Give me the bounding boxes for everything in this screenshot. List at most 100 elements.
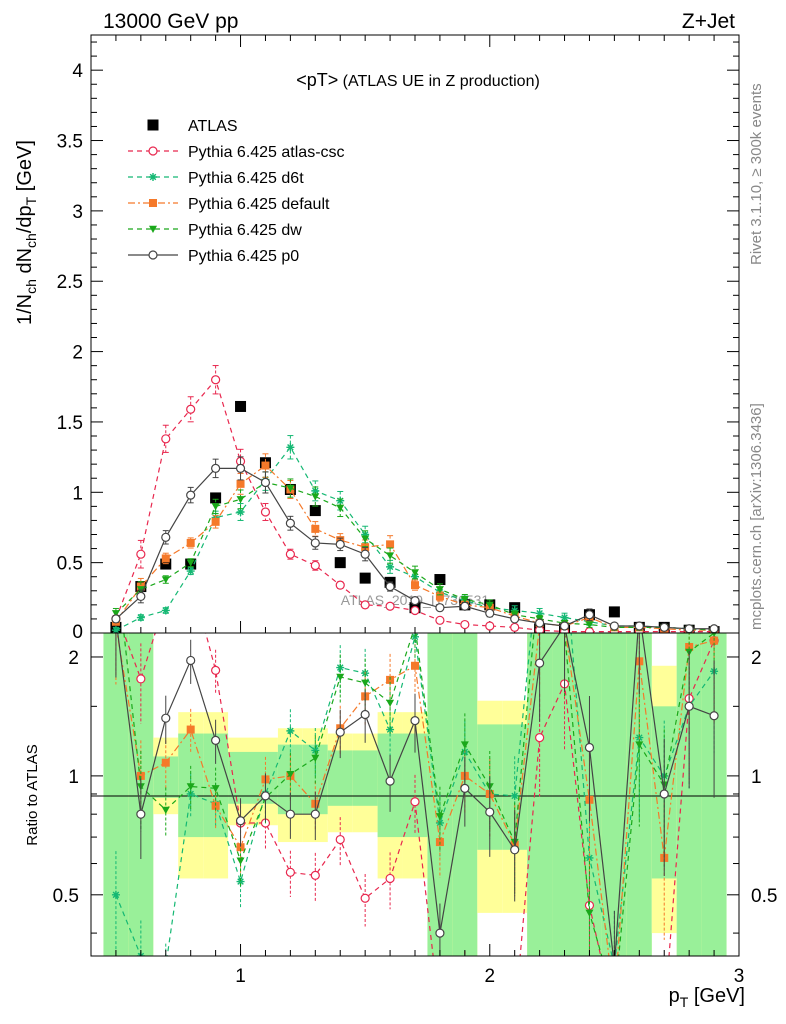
ratio-point [112,558,120,565]
data-point [385,581,395,592]
legend-label: Pythia 6.425 atlas-csc [188,144,345,161]
band-green [601,633,627,956]
main-y-tick-label: 4 [72,61,83,82]
data-point [360,600,370,610]
ratio-point [161,713,171,723]
ratio-point [335,727,345,737]
data-point [386,562,395,571]
data-point [186,538,195,547]
ratio-point [386,675,395,684]
ratio-point [610,962,618,970]
data-point [460,596,469,604]
ratio-point [610,997,618,1005]
ratio-point [136,809,146,819]
data-point [535,609,544,618]
x-tick-label: 3 [734,966,745,987]
data-point [285,518,295,528]
ratio-point [610,1013,618,1021]
data-point [411,569,419,577]
data-point [435,615,445,625]
main-panel: 0.511.522.533.540 ATLAS_2019_I1736531 <p… [14,34,740,643]
legend-marker [149,199,157,207]
data-point [336,504,345,512]
legend-label: Pythia 6.425 default [188,196,330,213]
data-point [485,608,495,618]
data-point [161,606,170,615]
data-point [111,610,120,618]
ratio-point [684,701,694,711]
ratio-point [585,909,594,917]
data-point [286,443,295,452]
main-y-axis: 0.5 1 1.5 2 2.5 3 3.5 4 0 [57,41,739,643]
series-pythia-6-425-p0 [111,456,719,633]
ratio-point [285,809,295,819]
data-point [161,434,171,444]
legend-marker [149,225,157,233]
data-point [311,486,320,495]
ratio-x-axis: 1 2 3 [115,944,745,987]
ratio-y-axis: 0.5 0.5 1 1 2 2 [53,648,777,934]
ratio-point [410,797,420,807]
legend-label: Pythia 6.425 dw [188,222,302,239]
main-y-tick-label-zero: 0 [72,622,83,643]
ratio-point [136,674,146,684]
data-point [235,400,247,412]
data-point [136,549,146,559]
data-point [111,626,120,633]
data-point [161,554,170,563]
data-point [136,591,146,602]
ratio-point [511,1013,519,1021]
data-point [236,479,245,488]
ratio-point [709,711,719,721]
legend-marker [147,119,159,131]
ratio-point [510,791,519,800]
data-point [161,576,170,584]
ratio-point [535,733,545,743]
data-point [684,624,694,633]
ratio-point [361,679,370,687]
ratio-point [186,725,195,734]
legend-entry: Pythia 6.425 default [128,196,330,213]
ratio-point [161,758,170,767]
data-point [211,503,220,511]
legend-entry: Pythia 6.425 dw [128,222,302,239]
main-y-tick-label: 3.5 [57,132,83,153]
ratio-point [136,771,145,780]
data-point [311,524,320,533]
data-point [210,492,222,504]
ratio-point [186,655,196,666]
ratio-point [435,928,445,938]
data-point [485,621,495,631]
ratio-point [435,813,444,821]
ratio-point [460,741,469,749]
ratio-point [235,816,246,826]
mcplots-label: mcplots.cern.ch [arXiv:1306.3436] [748,403,765,630]
data-point [560,613,569,622]
data-point [235,463,246,473]
ratio-point [585,853,594,862]
data-point [260,507,271,517]
ratio-y-tick-label: 2 [68,648,79,669]
legend-label: Pythia 6.425 d6t [188,170,304,187]
data-point [460,619,470,630]
ratio-point [211,801,220,810]
data-point [309,505,321,517]
ratio-point [211,785,220,793]
ratio-point [311,746,320,755]
data-point [359,572,371,584]
ratio-point [535,658,545,668]
data-point [410,605,420,616]
legend: ATLAS Pythia 6.425 atlas-csc Pythia 6.425 … [128,118,345,265]
ratio-point [635,1013,643,1021]
data-point [310,538,320,548]
ratio-point [410,716,420,726]
data-point [361,530,370,539]
ratio-point [162,962,170,970]
ratio-uncertainty-bands [103,633,727,956]
data-point [186,490,196,500]
data-point [434,574,446,586]
ratio-y-tick-label: 0.5 [53,886,79,907]
ratio-point [386,699,395,707]
data-point [286,484,295,493]
ratio-point [486,1010,494,1018]
